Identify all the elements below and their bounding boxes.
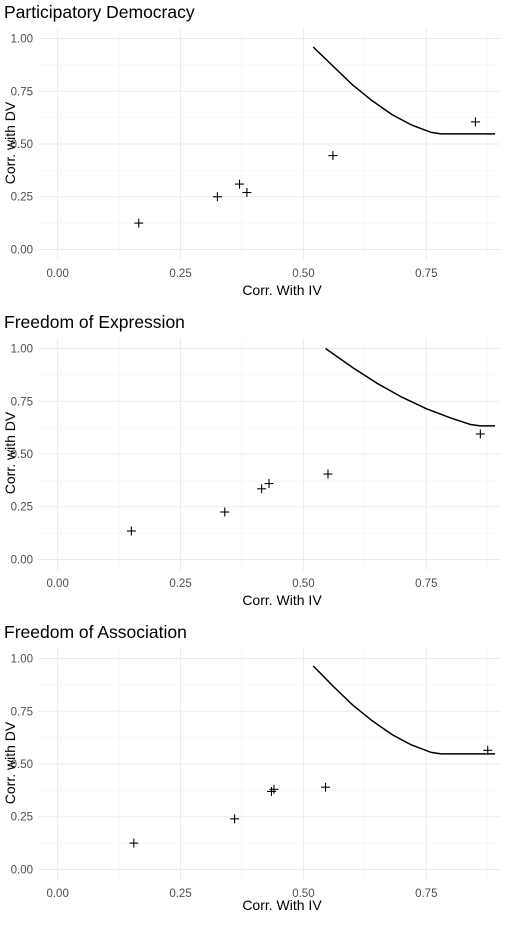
data-point [321, 782, 331, 792]
data-point [257, 484, 267, 494]
x-tick-label: 0.75 [415, 888, 437, 900]
y-tick-label: 0.25 [11, 812, 33, 824]
x-tick-label: 0.50 [292, 578, 314, 590]
data-points [126, 429, 485, 536]
x-tick-label: 0.25 [169, 888, 191, 900]
data-point [212, 192, 222, 202]
y-axis-label: Corr. with DV [2, 411, 18, 494]
y-tick-label: 0.75 [11, 86, 33, 98]
gridlines [38, 28, 500, 260]
x-tick-label: 0.25 [169, 578, 191, 590]
scatter-chart: Freedom of Association 0.00 0.25 0.50 0.75 1… [2, 622, 500, 913]
gridlines [38, 648, 500, 880]
x-tick-labels: 0.00 0.25 0.50 0.75 [46, 268, 437, 280]
y-tick-label: 0.00 [11, 554, 33, 566]
x-tick-label: 0.75 [415, 578, 437, 590]
panel-participatory-democracy: Participatory Democracy 0.00 0.25 0.50 0.75… [0, 0, 505, 305]
x-tick-label: 0.00 [46, 578, 68, 590]
data-point [266, 786, 276, 796]
threshold-curve [312, 46, 496, 135]
data-point [134, 218, 144, 228]
data-point [230, 814, 240, 824]
y-tick-label: 0.50 [11, 139, 33, 151]
gridlines [38, 338, 500, 570]
y-tick-label: 0.50 [11, 449, 33, 461]
y-tick-label: 0.00 [11, 244, 33, 256]
x-tick-label: 0.25 [169, 268, 191, 280]
data-point [242, 188, 252, 198]
data-point [323, 469, 333, 479]
y-axis-label: Corr. with DV [2, 101, 18, 184]
y-tick-label: 1.00 [11, 654, 33, 666]
y-tick-labels: 0.00 0.25 0.50 0.75 1.00 [11, 654, 33, 877]
x-axis-label: Corr. With IV [242, 592, 322, 608]
x-tick-label: 0.50 [292, 268, 314, 280]
threshold-curve [325, 347, 496, 427]
x-axis-label: Corr. With IV [242, 282, 322, 298]
chart-title: Participatory Democracy [4, 2, 195, 22]
data-point [129, 838, 139, 848]
y-tick-label: 1.00 [11, 344, 33, 356]
y-tick-label: 0.25 [11, 502, 33, 514]
panel-freedom-of-expression: Freedom of Expression 0.00 0.25 0.50 0.75 1.… [0, 310, 505, 615]
x-tick-label: 0.00 [46, 268, 68, 280]
data-point [220, 507, 230, 517]
data-point [470, 117, 480, 127]
y-tick-label: 1.00 [11, 34, 33, 46]
x-tick-label: 0.50 [292, 888, 314, 900]
chart-title: Freedom of Expression [4, 312, 185, 332]
data-points [134, 117, 480, 228]
data-point [483, 745, 493, 755]
y-tick-labels: 0.00 0.25 0.50 0.75 1.00 [11, 344, 33, 567]
x-tick-label: 0.00 [46, 888, 68, 900]
y-tick-label: 0.75 [11, 396, 33, 408]
threshold-curve [312, 665, 496, 755]
data-point [126, 526, 136, 536]
y-axis-label: Corr. with DV [2, 721, 18, 804]
scatter-chart: Participatory Democracy 0.00 0.25 0.50 0.75… [2, 2, 500, 298]
data-points [129, 745, 493, 848]
y-tick-label: 0.25 [11, 192, 33, 204]
y-tick-label: 0.75 [11, 706, 33, 718]
chart-title: Freedom of Association [4, 622, 187, 642]
y-tick-labels: 0.00 0.25 0.50 0.75 1.00 [11, 34, 33, 257]
data-point [269, 784, 279, 794]
y-tick-label: 0.00 [11, 864, 33, 876]
y-tick-label: 0.50 [11, 759, 33, 771]
data-point [235, 179, 245, 189]
x-tick-label: 0.75 [415, 268, 437, 280]
x-axis-label: Corr. With IV [242, 897, 322, 913]
x-tick-labels: 0.00 0.25 0.50 0.75 [46, 888, 437, 900]
scatter-chart: Freedom of Expression 0.00 0.25 0.50 0.75 1.… [2, 312, 500, 608]
panel-freedom-of-association: Freedom of Association 0.00 0.25 0.50 0.75 1… [0, 620, 505, 925]
data-point [328, 151, 338, 161]
data-point [475, 429, 485, 439]
data-point [264, 479, 274, 489]
x-tick-labels: 0.00 0.25 0.50 0.75 [46, 578, 437, 590]
